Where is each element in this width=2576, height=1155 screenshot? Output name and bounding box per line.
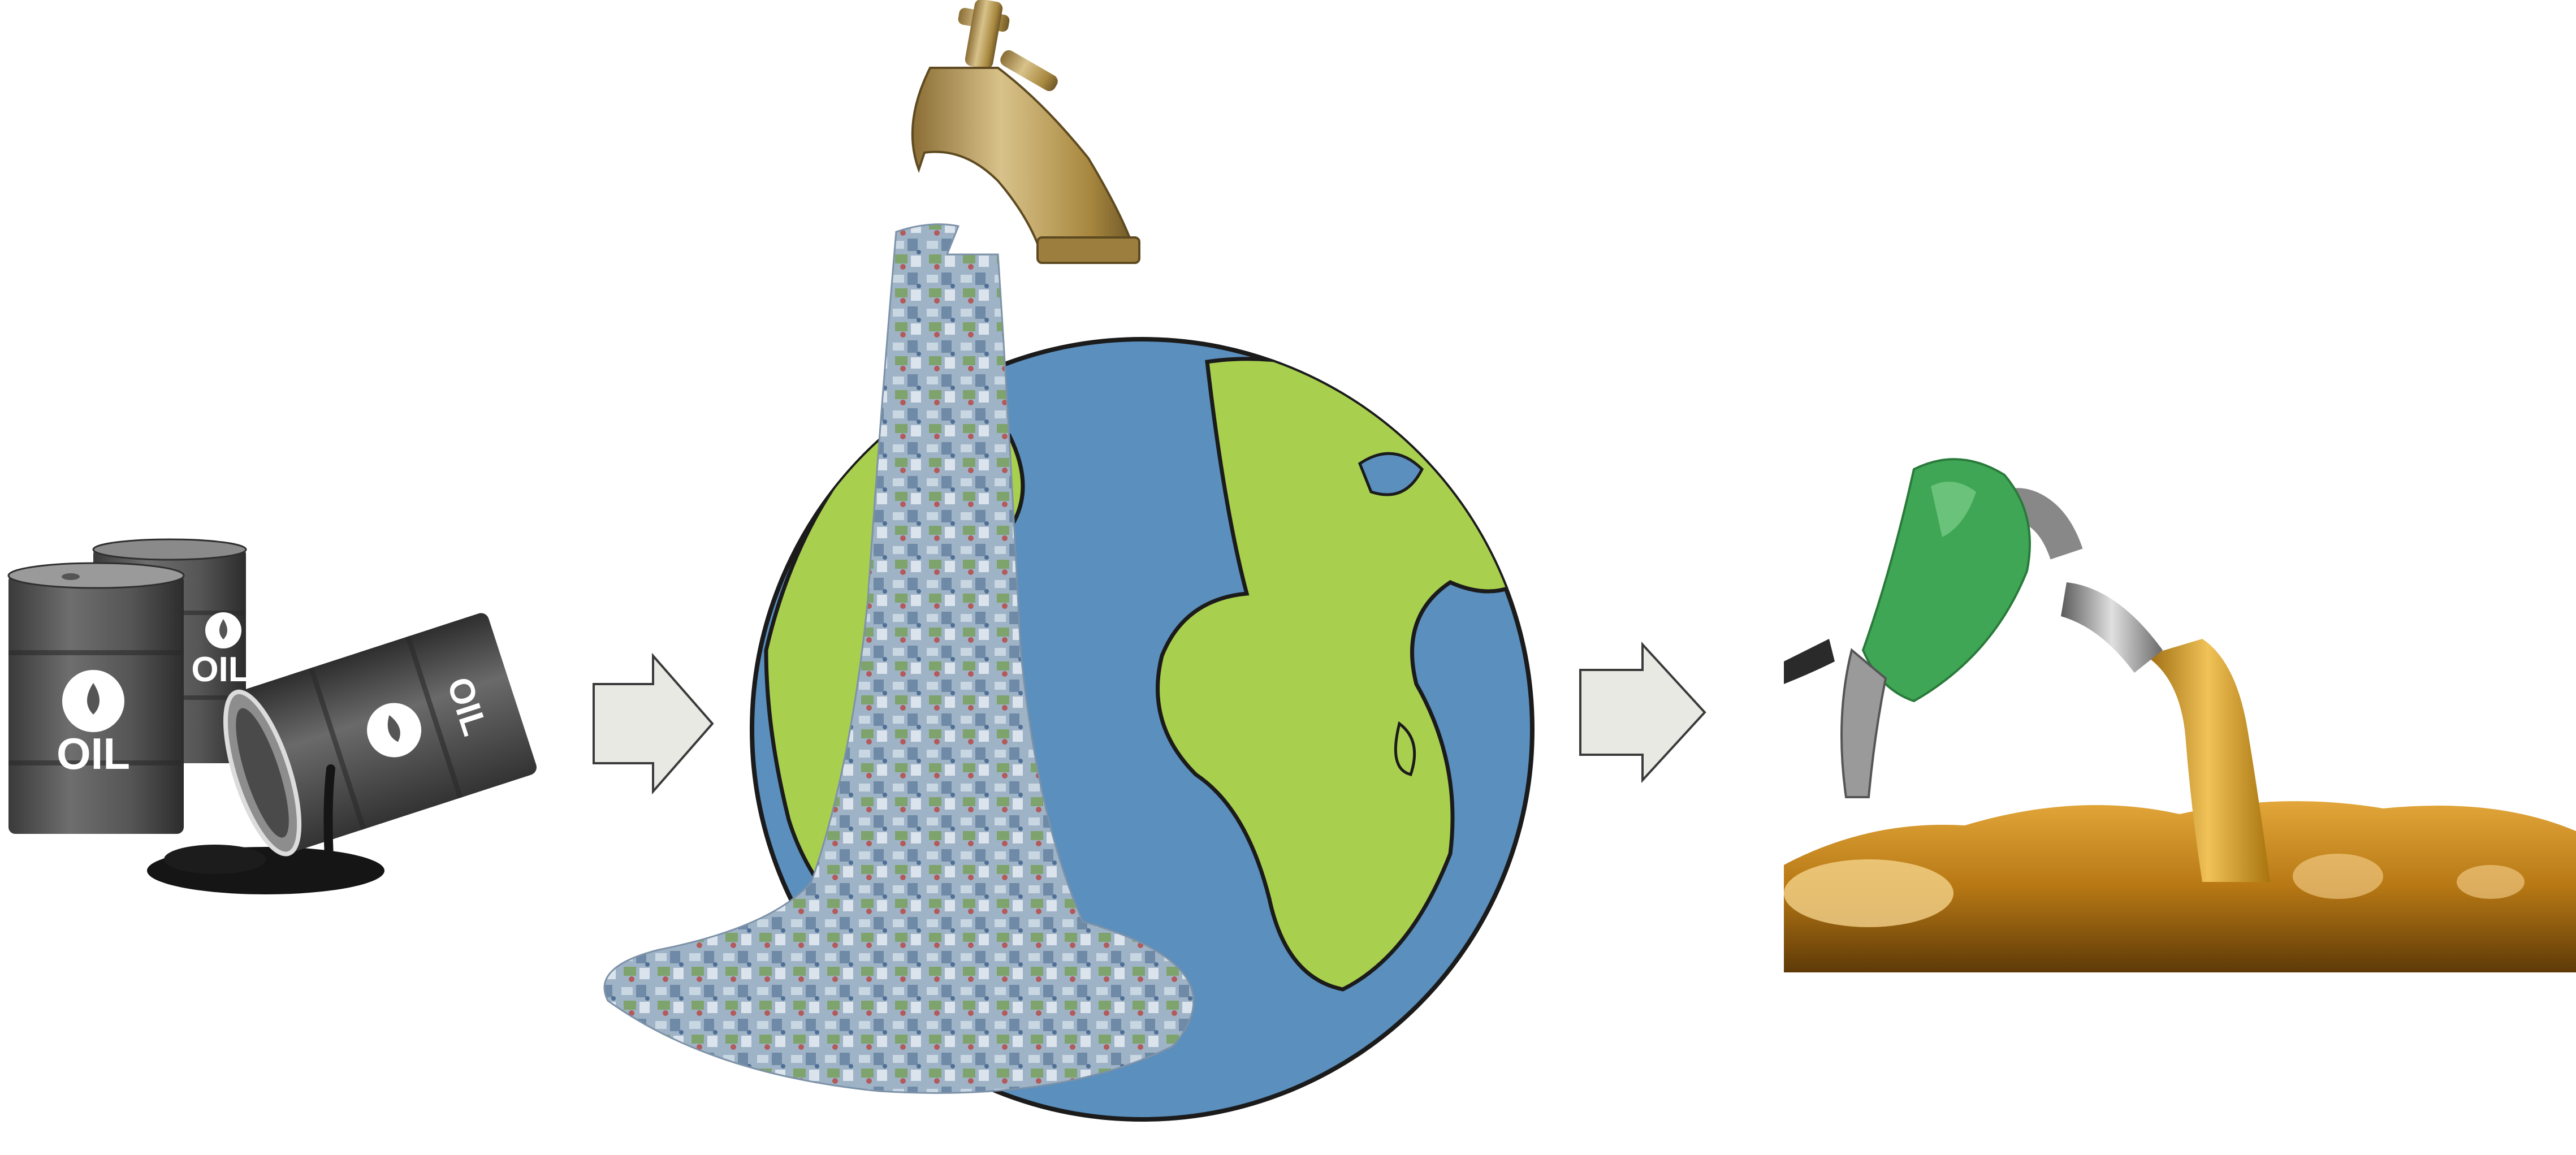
globe-plastic-illustration	[551, 0, 1691, 1155]
oil-stream	[323, 764, 335, 872]
fuel-pool	[1784, 801, 2576, 972]
front-barrel-label: OIL	[57, 729, 130, 778]
fuel-stream	[2146, 639, 2270, 882]
oil-barrels-illustration: OIL OIL OIL	[0, 531, 543, 916]
back-barrel-label: OIL	[191, 650, 249, 689]
oil-barrel-icon: OIL OIL OIL	[7, 538, 537, 894]
faucet-icon	[911, 0, 1140, 264]
tipped-barrel: OIL	[223, 613, 537, 856]
plastic-waterfall	[603, 223, 1195, 1094]
arrow-right-icon	[591, 653, 715, 794]
nozzle-spout	[2061, 582, 2163, 673]
front-barrel: OIL	[7, 562, 185, 834]
fuel-nozzle-icon	[1784, 458, 2083, 798]
fuel-nozzle-illustration	[1784, 452, 2576, 972]
arrow-right-icon	[1577, 642, 1708, 783]
